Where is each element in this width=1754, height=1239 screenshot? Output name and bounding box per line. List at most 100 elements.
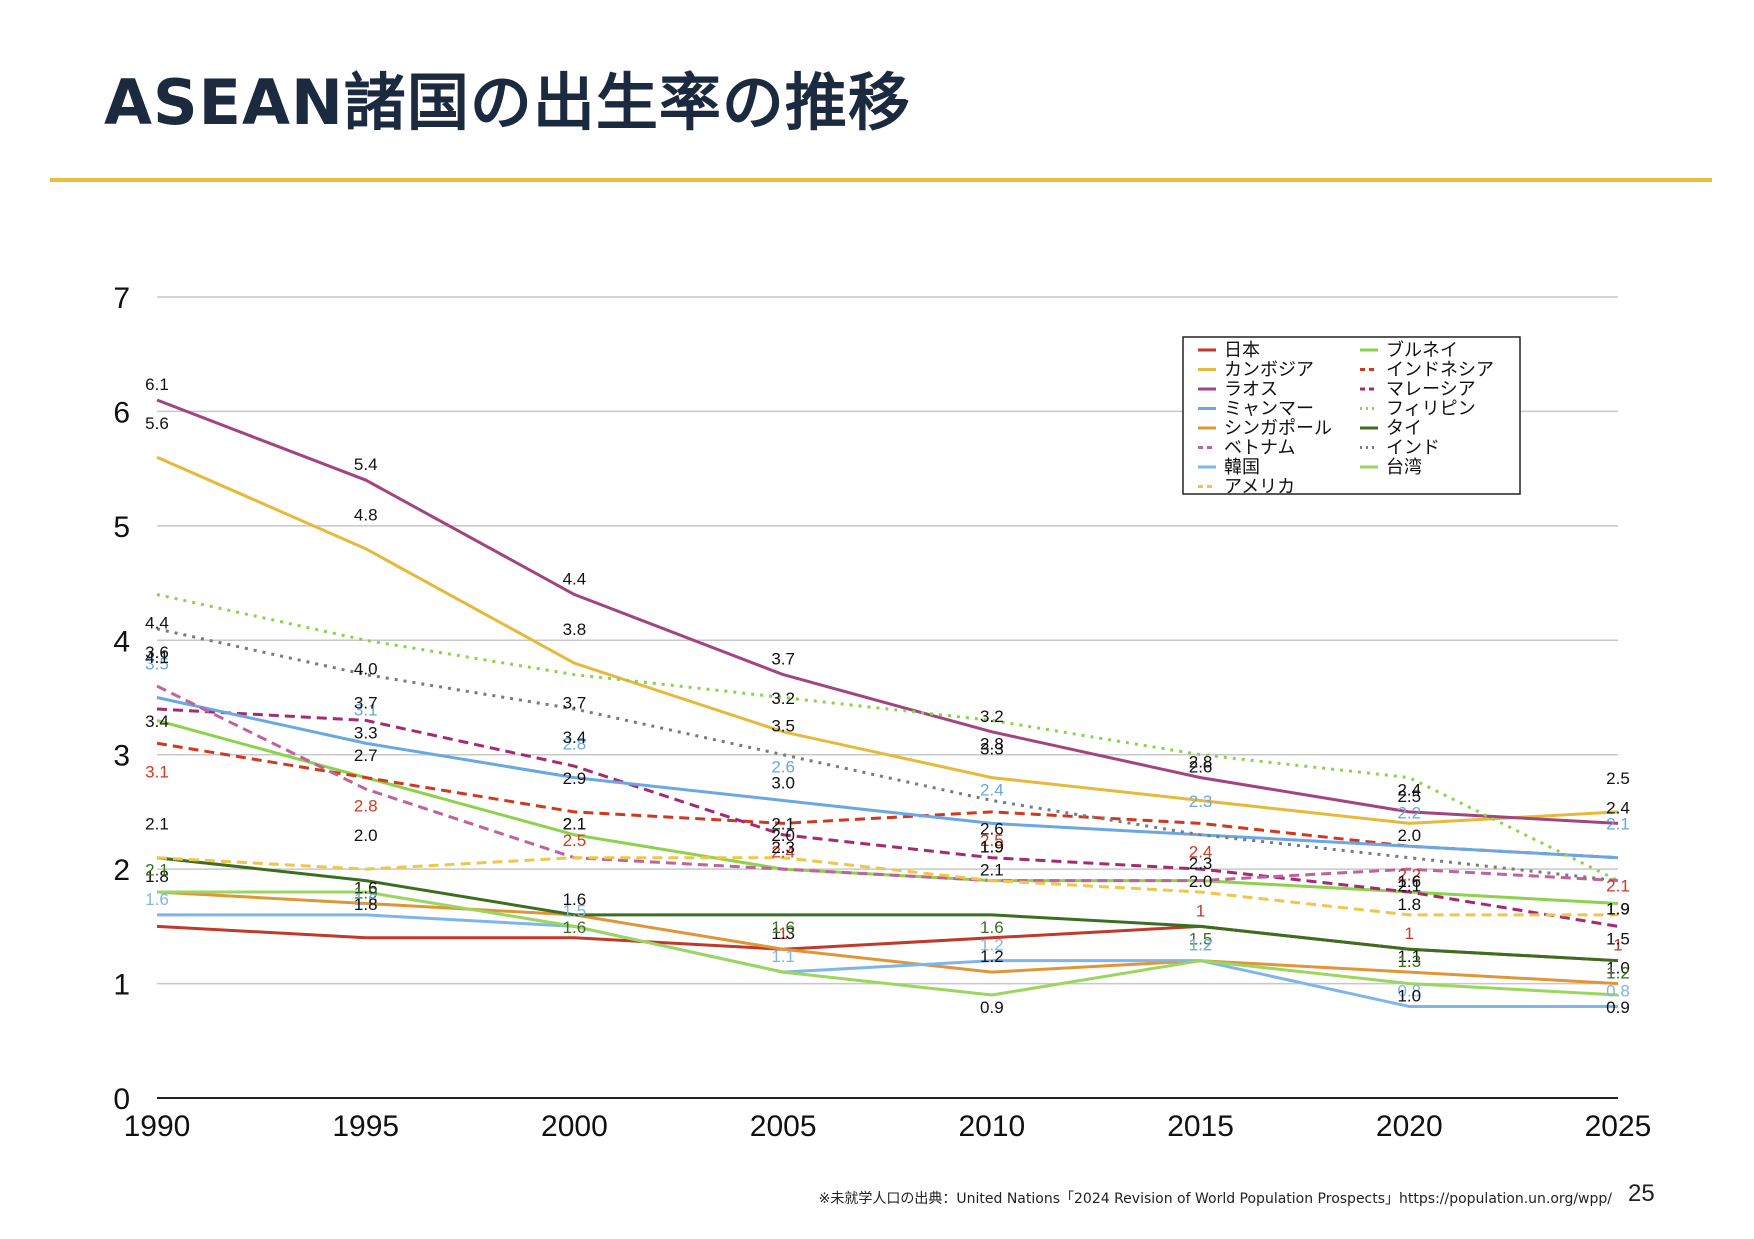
data-labels: 11115.64.83.83.22.82.62.42.53.12.82.52.4… [145,375,1630,1017]
data-label: 2.4 [980,780,1004,799]
data-label: 1.8 [354,895,378,914]
data-label: 3.3 [354,723,378,742]
data-label: 1.5 [563,901,587,920]
data-label: 2.1 [771,815,795,834]
series-line [156,398,1619,825]
data-label: 2.6 [1189,757,1213,776]
data-label: 3.0 [771,774,795,793]
data-label: 1.1 [771,947,795,966]
legend-label: ブルネイ [1386,339,1458,361]
data-label: 2.4 [1397,780,1421,799]
data-label: 2.6 [771,757,795,776]
x-tick-label: 1995 [332,1110,399,1143]
data-label: 2.0 [354,826,378,845]
data-label: 3.5 [771,717,795,736]
data-label: 1.6 [1397,872,1421,891]
data-label: 1.2 [1189,936,1213,955]
data-label: 6.1 [145,375,169,394]
data-label: 2.8 [563,735,587,754]
data-label: 1.5 [1606,929,1630,948]
data-label: 3.1 [145,762,169,781]
series-line [156,741,1619,860]
legend-label: 日本 [1224,340,1260,361]
data-label: 3.7 [354,694,378,713]
data-label: 1.8 [1397,895,1421,914]
data-label: 1 [1613,936,1622,955]
data-label: 5.4 [354,455,378,474]
data-label: 2.1 [980,861,1004,880]
x-tick-label: 2020 [1376,1110,1443,1143]
legend-box [1182,336,1521,495]
data-label: 1.0 [1397,987,1421,1006]
data-label: 2.0 [1189,872,1213,891]
data-label: 2.4 [1606,798,1630,817]
data-label: 1.3 [771,924,795,943]
data-label: 1 [1196,901,1205,920]
y-tick-label: 6 [113,396,130,429]
series-line [156,455,1619,825]
data-label: 3.4 [563,728,587,747]
data-label: 1.6 [980,918,1004,937]
data-label: 1.9 [980,838,1004,857]
data-label: 1.5 [1189,929,1213,948]
data-label: 3.2 [771,689,795,708]
data-label: 3.4 [145,712,169,731]
y-tick-label: 0 [113,1083,130,1116]
legend-label: インド [1386,438,1440,459]
series-line [156,856,1619,963]
data-label: 1.3 [1397,952,1421,971]
legend-label: ラオス [1224,379,1278,400]
data-label: 3.8 [563,620,587,639]
axes: 0 1 2 3 4 5 6 7 1990 1995 2000 2005 2010 2015 2020 2025 [113,282,1651,1143]
data-label: 2.5 [563,831,587,850]
data-label: 4.0 [354,659,378,678]
x-tick-label: 2000 [541,1110,608,1143]
data-label: 1 [778,924,787,943]
data-label: 1.6 [563,918,587,937]
data-label: 2.6 [980,819,1004,838]
page-number: 25 [1628,1180,1655,1207]
title-underline [50,178,1712,182]
series-line [156,696,1619,860]
legend-label: フィリピン [1386,399,1476,420]
data-label: 3.3 [980,739,1004,758]
series-lines [156,398,1619,1008]
data-label: 1.9 [980,838,1004,857]
data-label: 1.6 [145,890,169,909]
data-label: 2.5 [1397,787,1421,806]
x-tick-label: 1990 [124,1110,191,1143]
data-label: 1.2 [980,936,1004,955]
y-tick-label: 5 [113,511,130,544]
data-label: 0.9 [1606,998,1630,1017]
data-label: 2.1 [145,815,169,834]
data-label: 1 [1405,924,1414,943]
data-label: 2.8 [1189,753,1213,772]
series-line [156,718,1619,905]
source-footnote: ※未就学人口の出典：United Nations「2024 Revision o… [818,1191,1612,1207]
data-label: 2.8 [354,797,378,816]
y-tick-label: 1 [113,969,130,1002]
data-label: 1.8 [145,867,169,886]
y-tick-label: 7 [113,282,130,315]
x-tick-label: 2005 [750,1110,817,1143]
legend-label: カンボジア [1224,360,1314,381]
data-label: 1.6 [354,878,378,897]
data-label: 5.6 [145,414,169,433]
data-label: 2.1 [145,861,169,880]
data-label: 0.8 [1397,981,1421,1000]
data-label: 4.4 [563,570,587,589]
legend-label: シンガポール [1224,418,1332,439]
series-line [157,890,1619,997]
data-label: 2.4 [1189,842,1213,861]
legend-label: 韓国 [1224,457,1260,478]
data-label: 2.1 [1606,877,1630,896]
y-tick-label: 3 [113,740,130,773]
data-label: 1.6 [354,890,378,909]
gridlines [157,296,1618,985]
data-label: 2.1 [563,815,587,834]
data-label: 1.9 [354,884,378,903]
x-tick-label: 2025 [1585,1110,1652,1143]
x-tick-label: 2015 [1167,1110,1234,1143]
